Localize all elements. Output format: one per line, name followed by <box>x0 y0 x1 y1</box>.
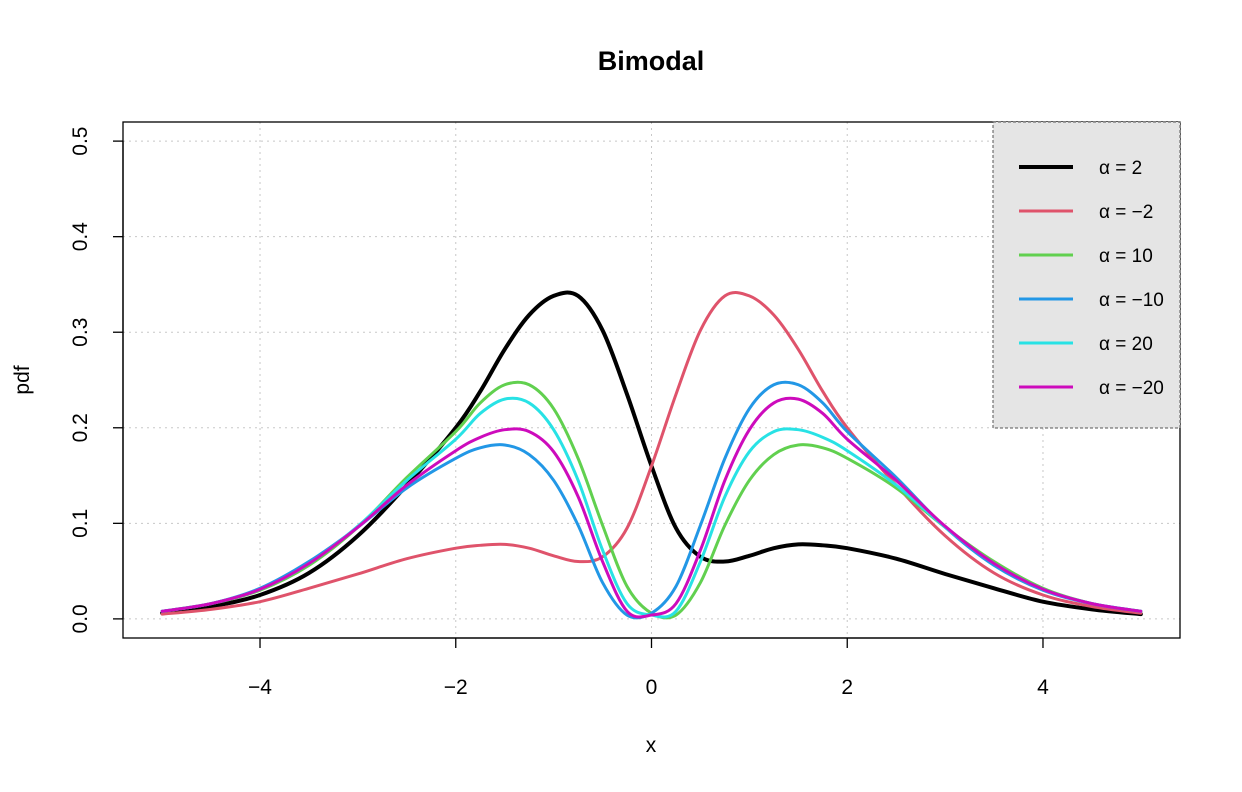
legend-label-4: α = 20 <box>1099 334 1153 355</box>
y-tick-label-4: 0.4 <box>69 222 92 252</box>
y-tick-label-3: 0.3 <box>69 318 92 347</box>
chart-title: Bimodal <box>598 46 705 76</box>
legend-box <box>992 121 1181 429</box>
series-lines <box>160 290 1143 620</box>
series-line-5 <box>160 396 1143 619</box>
legend-label-5: α = −20 <box>1099 378 1164 399</box>
x-axis: −4 −2 0 2 4 <box>248 637 1049 699</box>
x-tick-label-4: 4 <box>1037 676 1049 699</box>
y-tick-label-5: 0.5 <box>69 127 92 156</box>
y-axis: 0.0 0.1 0.2 0.3 0.4 0.5 <box>69 127 124 633</box>
x-tick-label-1: −2 <box>444 676 468 699</box>
y-tick-label-2: 0.2 <box>69 413 92 442</box>
x-tick-label-3: 2 <box>841 676 853 699</box>
legend-label-0: α = 2 <box>1099 158 1142 179</box>
legend-label-3: α = −10 <box>1099 290 1164 311</box>
y-tick-label-0: 0.0 <box>69 604 92 633</box>
x-axis-label: x <box>646 734 657 757</box>
x-tick-label-2: 0 <box>646 676 658 699</box>
legend: α = 2 α = −2 α = 10 α = −10 α = 20 α = −20 <box>992 121 1181 429</box>
legend-label-2: α = 10 <box>1099 246 1153 267</box>
x-tick-label-0: −4 <box>248 676 272 699</box>
y-tick-label-1: 0.1 <box>69 509 92 538</box>
y-axis-label: pdf <box>11 365 34 394</box>
legend-label-1: α = −2 <box>1099 202 1153 223</box>
